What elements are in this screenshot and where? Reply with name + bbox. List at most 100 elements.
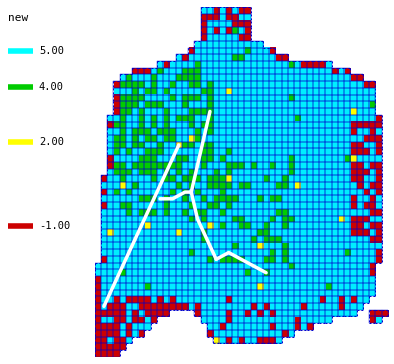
Bar [232, 81, 238, 88]
Bar [188, 242, 194, 249]
Bar [225, 101, 232, 108]
Bar [107, 256, 113, 263]
Bar [257, 310, 263, 316]
Bar [101, 276, 107, 283]
Bar [157, 310, 163, 316]
Bar [263, 115, 269, 122]
Bar [219, 337, 225, 343]
Bar [363, 229, 369, 236]
Bar [357, 128, 363, 135]
Bar [188, 303, 194, 310]
Bar [232, 128, 238, 135]
Bar [251, 195, 257, 202]
Bar [263, 135, 269, 142]
Bar [350, 222, 357, 229]
Bar [257, 323, 263, 330]
Bar [126, 195, 132, 202]
Bar [225, 189, 232, 195]
Bar [188, 296, 194, 303]
Bar [263, 81, 269, 88]
Bar [225, 88, 232, 95]
Bar [275, 256, 282, 263]
Bar [119, 229, 126, 236]
Bar [194, 303, 201, 310]
Bar [338, 142, 344, 149]
Bar [294, 75, 300, 81]
Bar [151, 95, 157, 101]
Bar [269, 122, 275, 128]
Bar [119, 236, 126, 242]
Bar [219, 256, 225, 263]
Bar [257, 155, 263, 162]
Bar [288, 81, 294, 88]
Bar [363, 263, 369, 269]
Bar [188, 175, 194, 182]
Bar [182, 195, 188, 202]
Bar [307, 202, 313, 209]
Bar [244, 303, 251, 310]
Bar [319, 169, 325, 175]
Bar [332, 189, 338, 195]
Bar [338, 88, 344, 95]
Bar [182, 75, 188, 81]
Bar [207, 81, 213, 88]
Bar [288, 128, 294, 135]
Bar [307, 101, 313, 108]
Bar [263, 202, 269, 209]
Bar [232, 162, 238, 169]
Bar [119, 330, 126, 337]
Bar [357, 269, 363, 276]
Bar [307, 195, 313, 202]
Bar [282, 276, 288, 283]
Bar [251, 242, 257, 249]
Bar [225, 195, 232, 202]
Bar [375, 162, 381, 169]
Bar [294, 215, 300, 222]
Bar [325, 155, 332, 162]
Bar [151, 149, 157, 155]
Bar [182, 149, 188, 155]
Bar [169, 149, 176, 155]
Bar [288, 242, 294, 249]
Bar [338, 209, 344, 215]
Bar [145, 189, 151, 195]
Bar [275, 283, 282, 289]
Bar [232, 101, 238, 108]
Bar [95, 276, 101, 283]
Bar [113, 81, 119, 88]
Bar [238, 276, 244, 283]
Bar [207, 68, 213, 75]
Bar [213, 323, 219, 330]
Bar [213, 263, 219, 269]
Bar [225, 155, 232, 162]
Bar [194, 276, 201, 283]
Bar [288, 222, 294, 229]
Bar [269, 54, 275, 61]
Bar [213, 128, 219, 135]
Bar [307, 222, 313, 229]
Bar [188, 155, 194, 162]
Bar [338, 81, 344, 88]
Bar [319, 276, 325, 283]
Bar [307, 108, 313, 115]
Bar [263, 155, 269, 162]
Bar [213, 135, 219, 142]
Bar [107, 316, 113, 323]
Bar [107, 310, 113, 316]
Bar [182, 169, 188, 175]
Bar [319, 269, 325, 276]
Bar [201, 256, 207, 263]
Bar [251, 323, 257, 330]
Bar [251, 142, 257, 149]
Bar [176, 169, 182, 175]
Bar [357, 296, 363, 303]
Bar [219, 68, 225, 75]
Bar [319, 182, 325, 189]
Bar [238, 215, 244, 222]
Bar [269, 142, 275, 149]
Bar [307, 323, 313, 330]
Bar [232, 95, 238, 101]
Bar [113, 222, 119, 229]
Bar [332, 182, 338, 189]
Bar [319, 75, 325, 81]
